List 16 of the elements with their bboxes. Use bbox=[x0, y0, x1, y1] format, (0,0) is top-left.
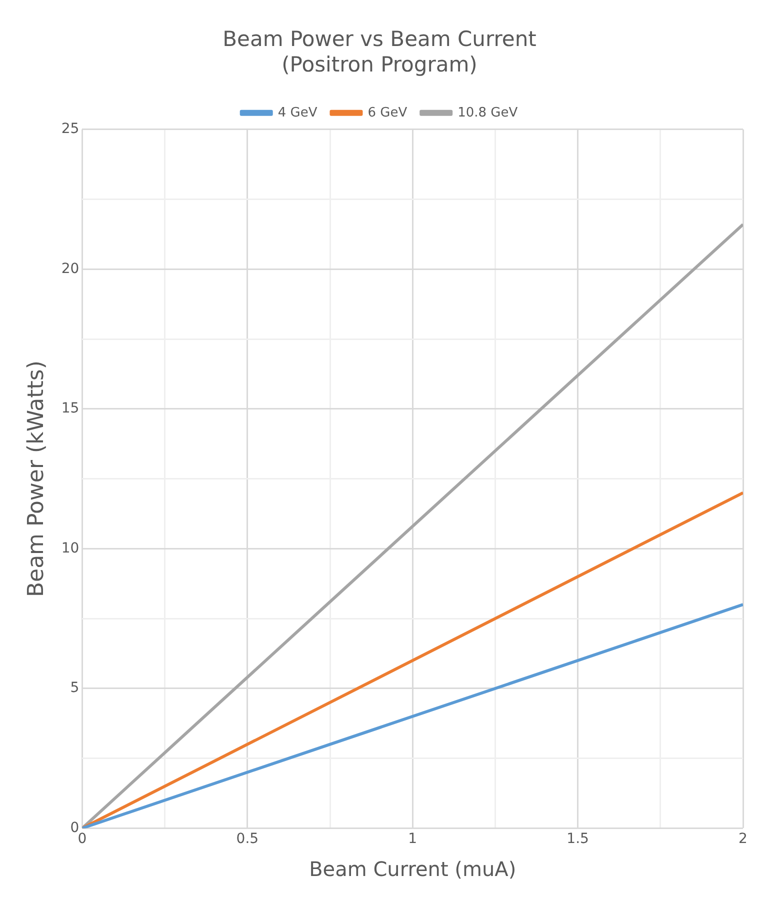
x-tick-label: 2 bbox=[738, 831, 748, 848]
y-tick-label: 15 bbox=[61, 400, 80, 417]
y-tick-label: 25 bbox=[61, 121, 80, 138]
x-tick-label: 0.5 bbox=[236, 831, 259, 848]
y-tick-label: 5 bbox=[70, 680, 80, 696]
chart-title: Beam Power vs Beam Current (Positron Program) bbox=[222, 27, 536, 76]
x-axis-title: Beam Current (muA) bbox=[309, 857, 516, 882]
y-tick-label: 0 bbox=[70, 820, 80, 836]
x-tick-label: 1 bbox=[408, 831, 418, 848]
y-tick-label: 10 bbox=[61, 540, 80, 556]
legend-label: 10.8 GeV bbox=[458, 105, 518, 120]
legend-label: 4 GeV bbox=[278, 105, 318, 120]
legend-label: 6 GeV bbox=[368, 105, 408, 120]
y-tick-label: 20 bbox=[61, 260, 80, 277]
x-tick-label: 1.5 bbox=[566, 831, 589, 848]
y-axis-title: Beam Power (kWatts) bbox=[24, 360, 49, 598]
